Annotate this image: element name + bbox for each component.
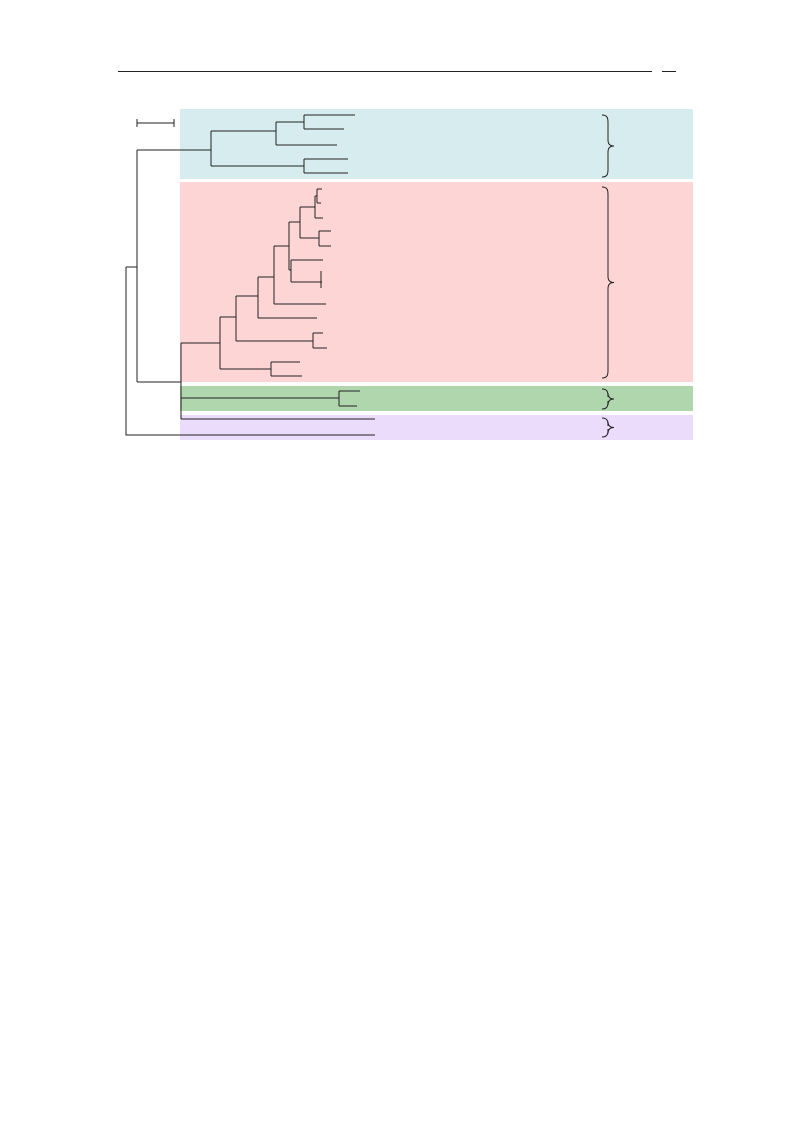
scale-bar bbox=[136, 119, 175, 127]
clade-band-red bbox=[180, 182, 693, 382]
clade-band-blue bbox=[180, 109, 693, 179]
tree-branches bbox=[125, 114, 375, 436]
clade-brace bbox=[601, 388, 615, 410]
clade-braces bbox=[601, 114, 615, 438]
clade-bands bbox=[180, 109, 693, 440]
clade-brace bbox=[601, 114, 615, 178]
tree-branch bbox=[125, 267, 375, 436]
clade-brace bbox=[601, 186, 615, 379]
header-page-mark bbox=[662, 71, 676, 72]
clade-brace bbox=[601, 417, 615, 438]
header-rule bbox=[118, 71, 652, 72]
